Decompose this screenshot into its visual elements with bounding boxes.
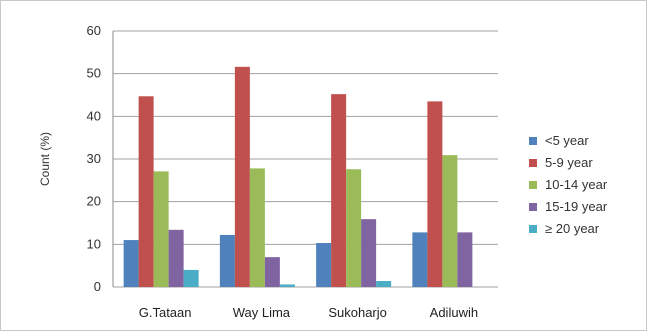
bar [153, 171, 169, 287]
bar [168, 229, 184, 287]
legend-swatch [529, 137, 537, 145]
bar [234, 66, 250, 287]
legend-label: ≥ 20 year [545, 221, 600, 236]
x-category-label: Sukoharjo [328, 305, 387, 320]
bar [316, 243, 332, 287]
bar [123, 240, 139, 287]
x-category-label: G.Tataan [139, 305, 192, 320]
bar [264, 257, 280, 287]
bar [457, 232, 473, 287]
x-axis-categories: G.Tataan Way Lima Sukoharjo Adiluwih [139, 305, 478, 320]
legend-label: 15-19 year [545, 199, 608, 214]
y-tick-label: 30 [87, 151, 101, 166]
bars [123, 66, 473, 288]
y-tick-label: 40 [87, 108, 101, 123]
bar [138, 96, 154, 287]
legend-swatch [529, 203, 537, 211]
legend: <5 year 5-9 year 10-14 year 15-19 year ≥ 20 … [529, 133, 608, 236]
legend-label: <5 year [545, 133, 589, 148]
bar [219, 234, 235, 287]
y-tick-label: 0 [94, 279, 101, 294]
x-category-label: Way Lima [233, 305, 291, 320]
y-tick-label: 10 [87, 236, 101, 251]
bar [412, 232, 428, 287]
bar [346, 169, 362, 287]
bar [249, 168, 265, 287]
y-axis-ticks: 0 10 20 30 40 50 60 [87, 23, 101, 294]
y-axis-title: Count (%) [38, 132, 52, 186]
bar [183, 269, 199, 287]
legend-swatch [529, 159, 537, 167]
bar [427, 101, 443, 288]
bar [361, 219, 377, 287]
y-tick-label: 20 [87, 194, 101, 209]
bar [331, 94, 347, 287]
bar [279, 284, 295, 287]
legend-swatch [529, 181, 537, 189]
bar [442, 155, 458, 287]
legend-label: 10-14 year [545, 177, 608, 192]
y-tick-label: 60 [87, 23, 101, 38]
y-tick-label: 50 [87, 66, 101, 81]
x-category-label: Adiluwih [430, 305, 478, 320]
bar [376, 281, 392, 287]
legend-label: 5-9 year [545, 155, 593, 170]
legend-swatch [529, 225, 537, 233]
